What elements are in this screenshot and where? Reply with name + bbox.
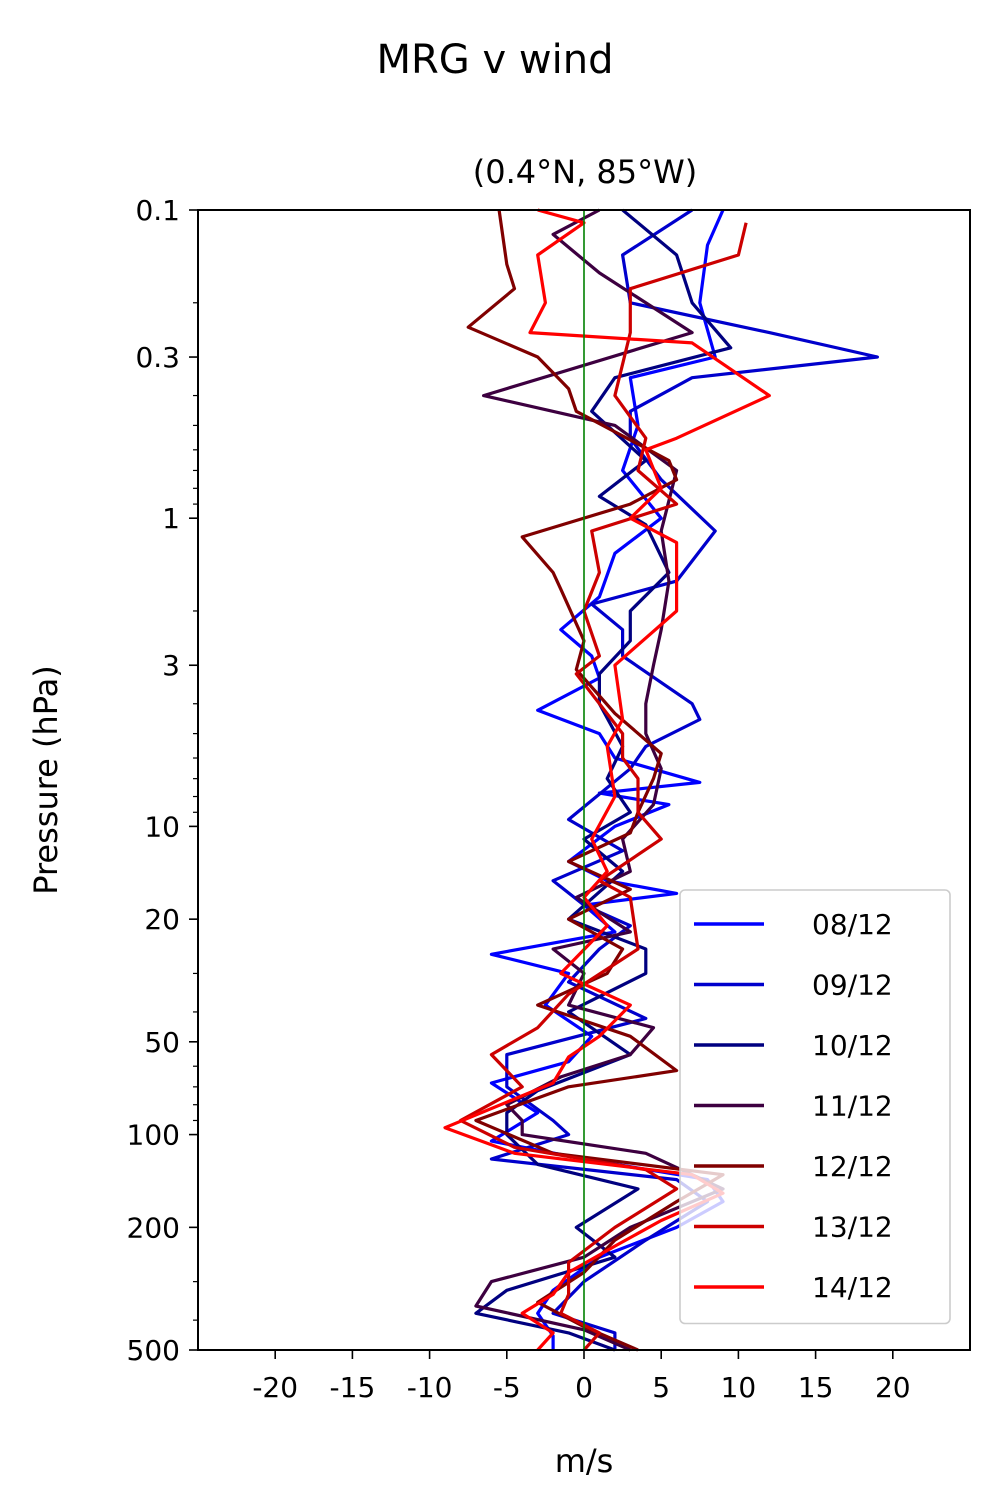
x-tick-label: -15: [330, 1371, 376, 1404]
y-tick-label: 500: [127, 1334, 180, 1367]
legend-label: 09/12: [812, 969, 893, 1002]
chart-subtitle: (0.4°N, 85°W): [473, 153, 698, 191]
y-axis-label: Pressure (hPa): [27, 665, 65, 895]
x-tick-label: -10: [407, 1371, 453, 1404]
y-tick-label: 200: [127, 1211, 180, 1244]
legend-label: 10/12: [812, 1029, 893, 1062]
x-axis: -20 -15 -10 -5 0 5 10 15 20: [252, 1350, 911, 1404]
legend: 08/12 09/12 10/12 11/12 12/12 13/12 14/12: [679, 889, 951, 1325]
legend-label: 11/12: [812, 1090, 893, 1123]
series-line-5: [458, 222, 748, 1352]
chart-title: MRG v wind: [377, 37, 614, 83]
y-tick-label: 10: [144, 810, 180, 843]
y-tick-label: 1: [162, 502, 180, 535]
x-axis-label: m/s: [555, 1442, 614, 1480]
x-tick-label: 5: [652, 1371, 670, 1404]
y-tick-label: 50: [144, 1026, 180, 1059]
x-tick-label: -5: [493, 1371, 521, 1404]
y-axis: 0.1 0.3 1 3 10 20 50 100 200 500: [127, 194, 198, 1367]
legend-label: 08/12: [812, 908, 893, 941]
x-tick-label: -20: [252, 1371, 298, 1404]
legend-label: 14/12: [812, 1271, 893, 1304]
x-tick-label: 15: [798, 1371, 834, 1404]
x-tick-label: 0: [575, 1371, 593, 1404]
y-tick-label: 100: [127, 1119, 180, 1152]
y-tick-label: 0.1: [135, 194, 180, 227]
y-tick-label: 20: [144, 903, 180, 936]
legend-box: [679, 889, 951, 1325]
x-tick-label: 10: [721, 1371, 757, 1404]
legend-label: 13/12: [812, 1211, 893, 1244]
x-tick-label: 20: [875, 1371, 911, 1404]
y-tick-label: 0.3: [135, 341, 180, 374]
series-line-6: [443, 208, 771, 1352]
legend-label: 12/12: [812, 1150, 893, 1183]
y-tick-label: 3: [162, 649, 180, 682]
